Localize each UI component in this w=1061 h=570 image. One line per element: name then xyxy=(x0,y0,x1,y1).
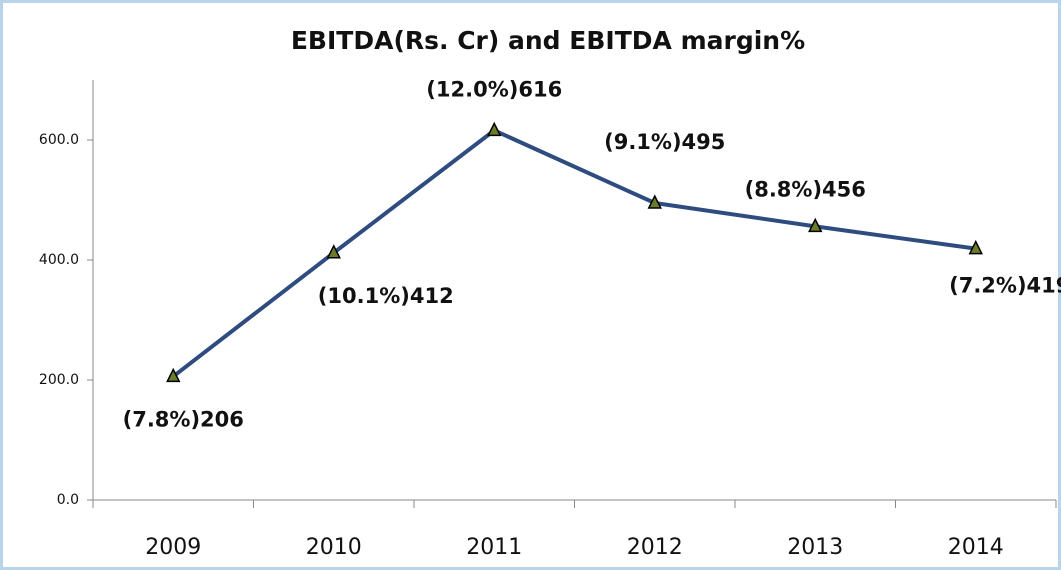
data-label: (12.0%)616 xyxy=(426,77,562,101)
y-tick-label: 200.0 xyxy=(39,372,79,388)
data-marker xyxy=(647,194,662,209)
x-tick-label: 2014 xyxy=(948,535,1004,560)
data-marker xyxy=(808,217,823,233)
data-label: (9.1%)495 xyxy=(604,130,725,154)
data-marker xyxy=(487,121,502,137)
x-tick-label: 2009 xyxy=(145,535,201,560)
x-tick-label: 2010 xyxy=(306,535,362,560)
data-label: (7.8%)206 xyxy=(123,407,244,431)
data-label: (10.1%)412 xyxy=(318,284,454,308)
x-tick-label: 2012 xyxy=(627,535,683,560)
data-marker xyxy=(326,244,341,259)
x-tick-label: 2011 xyxy=(466,535,522,560)
x-tick-label: 2013 xyxy=(787,535,843,560)
y-tick-label: 600.0 xyxy=(39,132,79,148)
data-label: (8.8%)456 xyxy=(745,177,866,201)
y-tick-label: 400.0 xyxy=(39,252,79,268)
data-marker xyxy=(968,239,983,255)
data-line xyxy=(172,128,977,378)
data-marker xyxy=(166,367,181,383)
data-label: (7.2%)419 xyxy=(949,274,1061,298)
chart-title: EBITDA(Rs. Cr) and EBITDA margin% xyxy=(291,26,805,55)
y-tick-label: 0.0 xyxy=(57,492,79,508)
